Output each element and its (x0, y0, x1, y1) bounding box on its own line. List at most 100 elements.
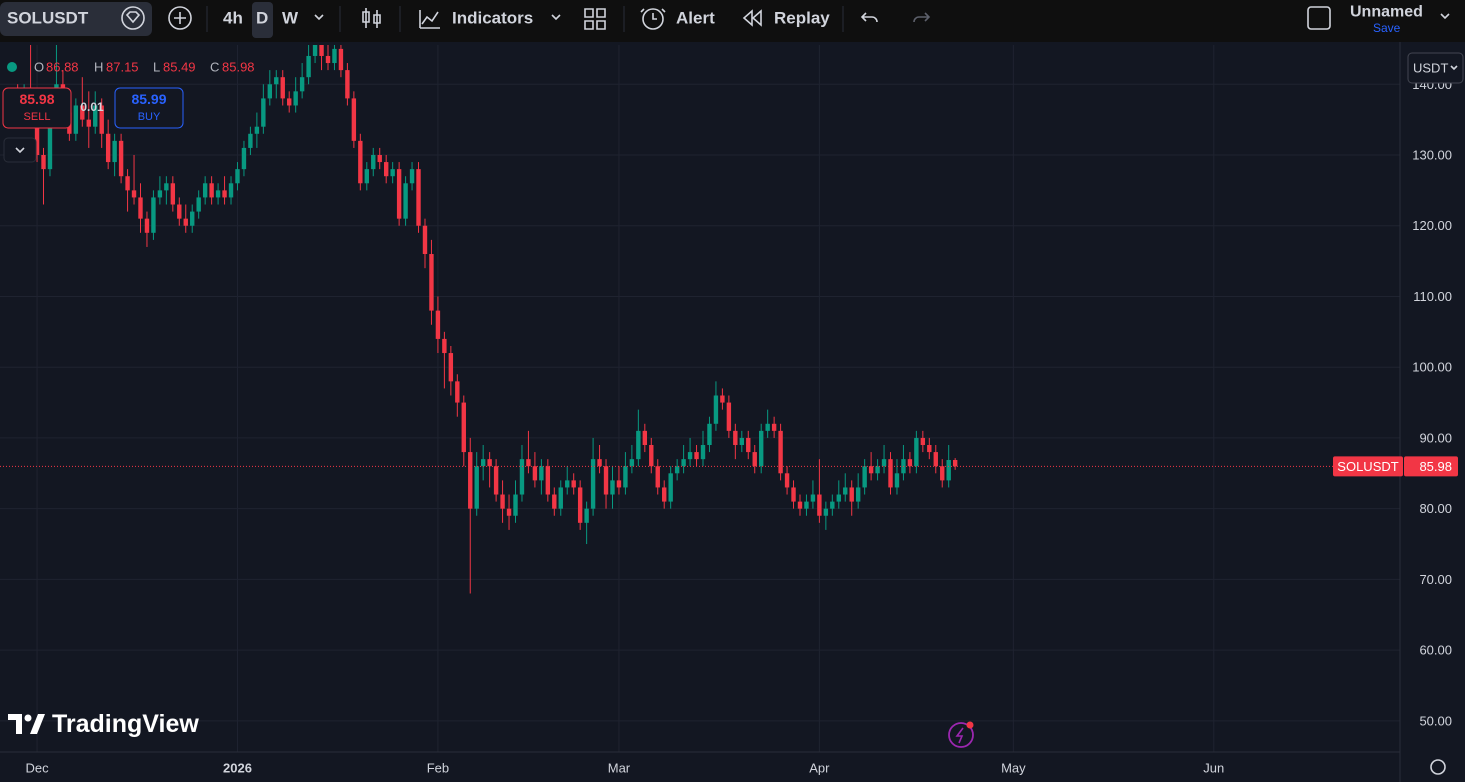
candle-body (784, 473, 790, 488)
alert-icon[interactable] (642, 8, 664, 30)
candle-body (371, 154, 376, 170)
candle-body (642, 430, 648, 446)
x-tick-label: 2026 (223, 761, 252, 776)
candle-body (170, 183, 176, 205)
layout-icon[interactable] (1307, 6, 1331, 30)
redo[interactable] (913, 12, 931, 23)
candle-body (409, 169, 415, 184)
candle-body (629, 459, 635, 467)
candle-body (565, 480, 570, 488)
candle-body (927, 445, 932, 453)
collapse-button[interactable] (3, 137, 37, 163)
candle-body (797, 501, 803, 509)
alarm (640, 8, 666, 20)
plus (174, 12, 186, 24)
indicators[interactable]: Indicators (452, 9, 533, 28)
candle-body (474, 466, 479, 509)
templates[interactable] (584, 8, 606, 30)
candle-body (558, 487, 563, 509)
candle-body (687, 452, 693, 460)
candle-body (164, 183, 169, 191)
symbol-box[interactable] (0, 2, 152, 36)
interval-menu[interactable] (314, 14, 324, 21)
candle-body (597, 459, 602, 467)
buy-price[interactable]: 85.99 (131, 91, 166, 107)
candle-body (41, 154, 46, 170)
replay[interactable]: Replay (774, 9, 830, 28)
candle-body (332, 48, 337, 64)
y-tick-label: 50.00 (1419, 713, 1452, 728)
spread: 0.01 (80, 100, 104, 114)
symbol-icon[interactable] (121, 6, 145, 30)
candle-body (720, 395, 725, 403)
candle-body (875, 466, 880, 474)
candle-body (151, 197, 156, 233)
candle-body (422, 225, 428, 255)
symbol[interactable]: SOLUSDT (7, 9, 89, 28)
save[interactable]: Save (1373, 21, 1401, 35)
logo: TradingView (8, 710, 199, 738)
candle-body (306, 55, 311, 78)
x-tick-label: Apr (809, 761, 830, 776)
toolbar-bg (0, 0, 1465, 42)
candle-body (894, 473, 900, 488)
sell-button[interactable] (2, 87, 72, 129)
candle-body (940, 466, 945, 481)
candle-body (396, 169, 402, 219)
candle-body (118, 140, 124, 177)
candle-body (946, 460, 951, 481)
lightning-button[interactable] (948, 722, 974, 748)
candle-body (435, 310, 441, 339)
interval[interactable]: W (282, 9, 299, 28)
chart-type[interactable] (362, 8, 381, 28)
undo[interactable] (860, 12, 878, 23)
candle-body (603, 466, 609, 495)
candle-body (649, 445, 654, 467)
interval[interactable]: 4h (223, 9, 243, 28)
currency-button[interactable] (1407, 52, 1464, 84)
candle-body (726, 402, 732, 431)
candle-body (616, 480, 622, 488)
layout-name[interactable]: Unnamed (1350, 4, 1423, 21)
candle-body (655, 466, 660, 488)
candles (2, 45, 958, 594)
candle-body (287, 98, 292, 106)
replay-icon[interactable] (742, 9, 762, 27)
candle-body (235, 169, 240, 184)
alert[interactable]: Alert (676, 9, 715, 28)
legend-label: O (34, 60, 44, 75)
buy-button[interactable] (114, 87, 184, 129)
x-tick-label: Dec (25, 761, 49, 776)
x-tick-label: May (1001, 761, 1026, 776)
candle-body (448, 353, 454, 382)
sell-label[interactable]: SELL (24, 111, 51, 123)
currency[interactable]: USDT (1413, 61, 1448, 76)
x-tick-label: Feb (427, 761, 449, 776)
candle-body (241, 147, 247, 170)
legend-value: 87.15 (106, 60, 139, 75)
buy-label[interactable]: BUY (138, 111, 161, 123)
legend-value: 85.98 (222, 60, 255, 75)
status-dot (7, 62, 17, 72)
candle-body (112, 140, 117, 163)
candle-body (105, 133, 111, 163)
x-tick-label: Jun (1203, 761, 1224, 776)
candle-body (500, 494, 505, 509)
toolbar: SOLUSDT 4h D W Indicators Alert Replay U… (0, 0, 1465, 42)
settings[interactable] (1430, 759, 1446, 775)
interval[interactable]: D (256, 9, 268, 28)
y-tick-label: 80.00 (1419, 501, 1452, 516)
layout-menu[interactable] (1440, 13, 1450, 20)
interval-active (252, 2, 273, 38)
indicators-icon[interactable] (419, 10, 440, 29)
sell-price[interactable]: 85.98 (19, 91, 54, 107)
candle-body (248, 133, 253, 148)
indicators-menu[interactable] (551, 14, 561, 21)
candle-body (862, 466, 867, 488)
candle-body (299, 77, 305, 92)
candle-body (920, 437, 926, 446)
add-symbol[interactable] (168, 6, 192, 30)
candle-body (364, 169, 369, 184)
candle-body (177, 204, 182, 219)
